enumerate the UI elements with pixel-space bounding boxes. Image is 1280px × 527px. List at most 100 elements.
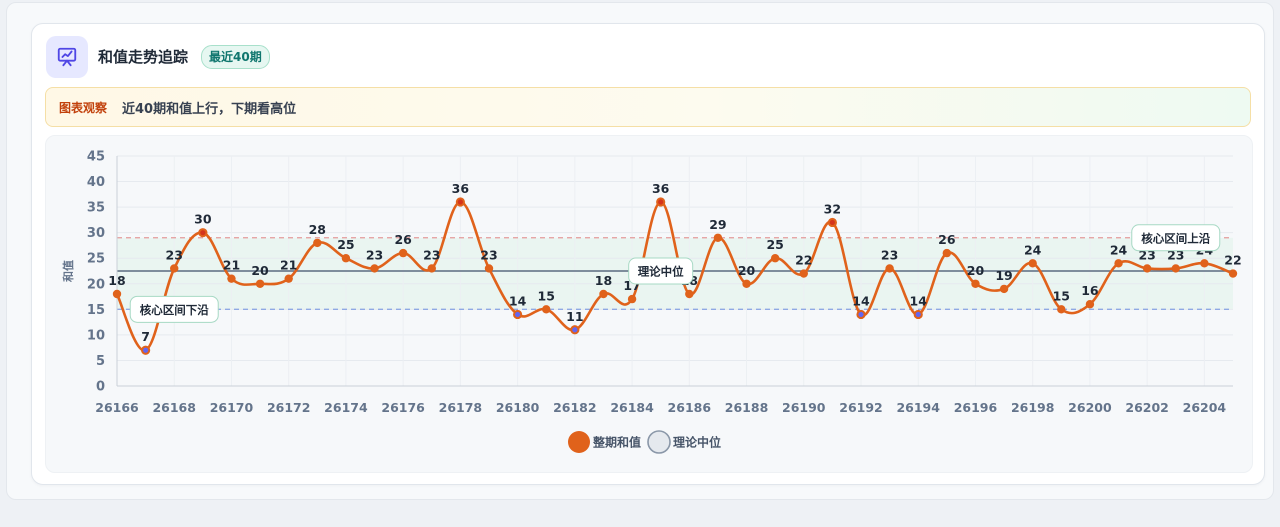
data-point xyxy=(398,248,408,258)
period-badge: 最近40期 xyxy=(201,45,270,69)
page-background: 和值走势追踪 最近40期 图表观察 近40期和值上行，下期看高位 0 5 10 15 2… xyxy=(6,2,1274,500)
insight-tag: 图表观察 xyxy=(59,101,108,115)
x-tick-label: 26204 xyxy=(1183,400,1227,415)
data-label: 26 xyxy=(938,232,956,247)
x-tick-label: 26186 xyxy=(668,400,712,415)
data-label: 21 xyxy=(280,258,297,273)
data-label: 20 xyxy=(967,263,985,278)
band-annotation: 核心区间上沿 xyxy=(1131,224,1221,252)
x-tick-label: 26192 xyxy=(839,400,883,415)
data-label: 28 xyxy=(309,222,326,237)
data-label: 18 xyxy=(108,273,125,288)
annotation-text: 核心区间下沿 xyxy=(140,303,209,317)
data-label: 16 xyxy=(1081,283,1099,298)
x-tick-label: 26198 xyxy=(1011,400,1055,415)
x-tick-label: 26188 xyxy=(725,400,769,415)
band-annotation: 理论中位 xyxy=(628,257,694,285)
x-tick-label: 26182 xyxy=(553,400,597,415)
y-tick-label: 5 xyxy=(96,354,105,369)
x-tick-label: 26180 xyxy=(496,400,540,415)
y-tick-label: 20 xyxy=(87,277,105,292)
data-point xyxy=(1200,259,1209,268)
data-point xyxy=(742,279,751,288)
x-tick-label: 26202 xyxy=(1125,400,1169,415)
data-label: 18 xyxy=(595,273,612,288)
x-tick-label: 26184 xyxy=(610,400,654,415)
data-point xyxy=(313,238,322,248)
data-label: 20 xyxy=(251,263,269,278)
x-tick-label: 26168 xyxy=(152,400,196,415)
data-point xyxy=(685,289,694,299)
data-point xyxy=(455,197,465,207)
band-annotation: 核心区间下沿 xyxy=(129,295,219,323)
data-point xyxy=(341,254,351,263)
data-label: 32 xyxy=(824,201,841,216)
data-point xyxy=(227,274,236,283)
insight-text: 近40期和值上行，下期看高位 xyxy=(122,102,297,117)
data-point xyxy=(856,309,866,320)
data-label: 11 xyxy=(566,309,583,324)
data-point xyxy=(885,264,894,273)
data-point xyxy=(1057,305,1066,314)
y-axis-title: 和值 xyxy=(61,260,75,282)
chart-panel: 0 5 10 15 20 25 30 35 40 45 26166 26168 26170 26172 26… xyxy=(45,135,1253,473)
annotation-text: 理论中位 xyxy=(638,265,684,279)
data-point xyxy=(141,345,151,355)
annotation-box xyxy=(1131,224,1221,252)
data-point xyxy=(170,264,179,273)
data-label: 14 xyxy=(910,293,928,308)
data-label: 23 xyxy=(166,247,183,262)
data-point xyxy=(770,254,780,263)
data-point xyxy=(198,228,208,238)
data-label: 36 xyxy=(652,181,670,196)
chart-presentation-icon xyxy=(46,36,88,78)
data-point xyxy=(1228,269,1238,278)
data-point xyxy=(1171,264,1180,273)
data-label: 14 xyxy=(509,293,527,308)
data-point xyxy=(913,309,923,320)
x-tick-label: 26178 xyxy=(439,400,483,415)
y-tick-label: 30 xyxy=(87,226,105,241)
annotation-box xyxy=(628,257,694,285)
data-label: 22 xyxy=(795,253,812,268)
annotation-box xyxy=(129,295,219,323)
legend-label-median: 理论中位 xyxy=(673,435,721,450)
data-point xyxy=(999,284,1009,294)
data-label: 25 xyxy=(337,237,354,252)
legend-swatch-median xyxy=(647,430,671,454)
data-point xyxy=(942,248,952,258)
data-label: 20 xyxy=(738,263,756,278)
data-point xyxy=(1085,300,1095,309)
y-tick-label: 45 xyxy=(87,150,105,165)
y-tick-label: 0 xyxy=(96,380,105,395)
x-tick-label: 26172 xyxy=(267,400,311,415)
data-point xyxy=(542,305,551,314)
x-tick-label: 26200 xyxy=(1068,400,1112,415)
data-point xyxy=(713,233,723,242)
y-tick-label: 25 xyxy=(87,252,105,267)
x-tick-label: 26190 xyxy=(782,400,826,415)
data-label: 21 xyxy=(223,258,240,273)
x-tick-label: 26194 xyxy=(896,400,940,415)
data-label: 29 xyxy=(709,217,726,232)
data-label: 24 xyxy=(1110,242,1128,257)
data-point xyxy=(1114,259,1123,268)
data-point xyxy=(484,264,494,273)
data-point xyxy=(284,274,293,283)
data-label: 24 xyxy=(1024,242,1042,257)
data-point xyxy=(513,309,523,320)
data-point xyxy=(570,325,580,335)
data-label: 23 xyxy=(480,247,497,262)
data-label: 14 xyxy=(852,293,870,308)
data-label: 25 xyxy=(766,237,783,252)
y-tick-label: 40 xyxy=(87,175,105,190)
data-label: 23 xyxy=(366,247,383,262)
x-tick-label: 26196 xyxy=(954,400,998,415)
legend-label-series: 整期和值 xyxy=(592,435,641,450)
data-label: 36 xyxy=(452,181,470,196)
sum-trend-chart: 0 5 10 15 20 25 30 35 40 45 26166 26168 26170 26172 26… xyxy=(61,150,1242,454)
y-tick-label: 10 xyxy=(87,328,105,343)
data-label: 26 xyxy=(394,232,412,247)
data-point xyxy=(827,217,837,228)
data-point xyxy=(1028,259,1037,268)
